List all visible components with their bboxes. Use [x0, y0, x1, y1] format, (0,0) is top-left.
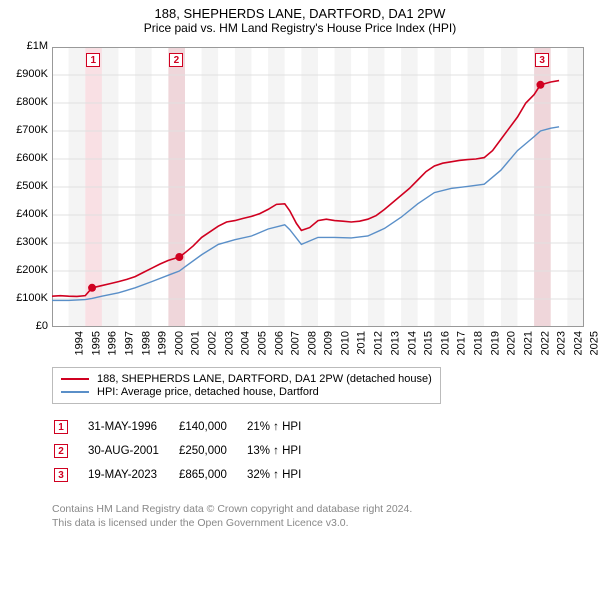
x-axis-tick-label: 2008 [306, 331, 318, 355]
x-axis-tick-label: 2020 [506, 331, 518, 355]
x-axis-tick-label: 2014 [406, 331, 418, 355]
sale-callout: 2 [169, 53, 183, 67]
x-axis-tick-label: 2006 [273, 331, 285, 355]
x-axis-tick-label: 2002 [206, 331, 218, 355]
x-axis-tick-label: 2018 [472, 331, 484, 355]
sale-callout: 3 [54, 468, 68, 482]
sale-event-row: 3 19-MAY-2023£865,00032% ↑ HPI [54, 464, 319, 486]
sale-delta: 21% ↑ HPI [247, 416, 319, 438]
sale-event-row: 1 31-MAY-1996£140,00021% ↑ HPI [54, 416, 319, 438]
x-axis-tick-label: 2001 [190, 331, 202, 355]
y-axis-tick-label: £0 [8, 320, 48, 332]
x-axis-tick-label: 2012 [373, 331, 385, 355]
x-axis-tick-label: 1995 [90, 331, 102, 355]
legend-entry: 188, SHEPHERDS LANE, DARTFORD, DA1 2PW (… [61, 373, 432, 385]
x-axis-tick-label: 1996 [107, 331, 119, 355]
sale-delta: 32% ↑ HPI [247, 464, 319, 486]
sale-price: £140,000 [179, 416, 245, 438]
y-axis-tick-label: £1M [8, 40, 48, 52]
sale-date: 30-AUG-2001 [88, 440, 177, 462]
x-axis-tick-label: 2021 [522, 331, 534, 355]
x-axis-tick-label: 2023 [556, 331, 568, 355]
x-axis-tick-label: 2017 [456, 331, 468, 355]
y-axis-tick-label: £100K [8, 292, 48, 304]
x-axis-tick-label: 2003 [223, 331, 235, 355]
sale-price: £865,000 [179, 464, 245, 486]
y-axis-tick-label: £500K [8, 180, 48, 192]
x-axis-tick-label: 1997 [123, 331, 135, 355]
page-subtitle: Price paid vs. HM Land Registry's House … [8, 21, 592, 35]
sale-date: 19-MAY-2023 [88, 464, 177, 486]
legend-swatch [61, 378, 89, 380]
attribution-line: Contains HM Land Registry data © Crown c… [52, 502, 592, 516]
data-attribution: Contains HM Land Registry data © Crown c… [52, 502, 592, 530]
sale-callout: 1 [54, 420, 68, 434]
x-axis-tick-label: 2016 [439, 331, 451, 355]
attribution-line: This data is licensed under the Open Gov… [52, 516, 592, 530]
x-axis-tick-label: 1999 [157, 331, 169, 355]
legend-label: 188, SHEPHERDS LANE, DARTFORD, DA1 2PW (… [97, 373, 432, 385]
sale-price: £250,000 [179, 440, 245, 462]
x-axis-tick-label: 2010 [339, 331, 351, 355]
x-axis-tick-label: 2009 [323, 331, 335, 355]
x-axis-tick-label: 2022 [539, 331, 551, 355]
y-axis-tick-label: £800K [8, 96, 48, 108]
x-axis-tick-label: 2025 [589, 331, 600, 355]
x-axis-tick-label: 2024 [572, 331, 584, 355]
x-axis-tick-label: 2011 [355, 331, 367, 355]
x-axis-tick-label: 2000 [173, 331, 185, 355]
sale-events-table: 1 31-MAY-1996£140,00021% ↑ HPI 2 30-AUG-200… [52, 414, 321, 488]
sale-delta: 13% ↑ HPI [247, 440, 319, 462]
sale-date: 31-MAY-1996 [88, 416, 177, 438]
x-axis-tick-label: 1994 [73, 331, 85, 355]
page-title: 188, SHEPHERDS LANE, DARTFORD, DA1 2PW [8, 6, 592, 21]
x-axis-tick-label: 2019 [489, 331, 501, 355]
plot-svg [52, 47, 584, 327]
legend-swatch [61, 391, 89, 393]
x-axis-tick-label: 1998 [140, 331, 152, 355]
y-axis-tick-label: £300K [8, 236, 48, 248]
y-axis-tick-label: £400K [8, 208, 48, 220]
sale-callout: 2 [54, 444, 68, 458]
price-chart: £0 £100K £200K £300K £400K £500K £600K £700K £80… [8, 41, 592, 361]
y-axis-tick-label: £900K [8, 68, 48, 80]
legend-entry: HPI: Average price, detached house, Dart… [61, 386, 432, 398]
sale-callout: 1 [86, 53, 100, 67]
y-axis-tick-label: £200K [8, 264, 48, 276]
chart-legend: 188, SHEPHERDS LANE, DARTFORD, DA1 2PW (… [52, 367, 441, 404]
x-axis-tick-label: 2007 [290, 331, 302, 355]
y-axis-tick-label: £700K [8, 124, 48, 136]
legend-label: HPI: Average price, detached house, Dart… [97, 386, 319, 398]
x-axis-tick-label: 2015 [423, 331, 435, 355]
x-axis-tick-label: 2004 [240, 331, 252, 355]
y-axis-tick-label: £600K [8, 152, 48, 164]
x-axis-tick-label: 2013 [389, 331, 401, 355]
sale-callout: 3 [535, 53, 549, 67]
sale-event-row: 2 30-AUG-2001£250,00013% ↑ HPI [54, 440, 319, 462]
x-axis-tick-label: 2005 [256, 331, 268, 355]
